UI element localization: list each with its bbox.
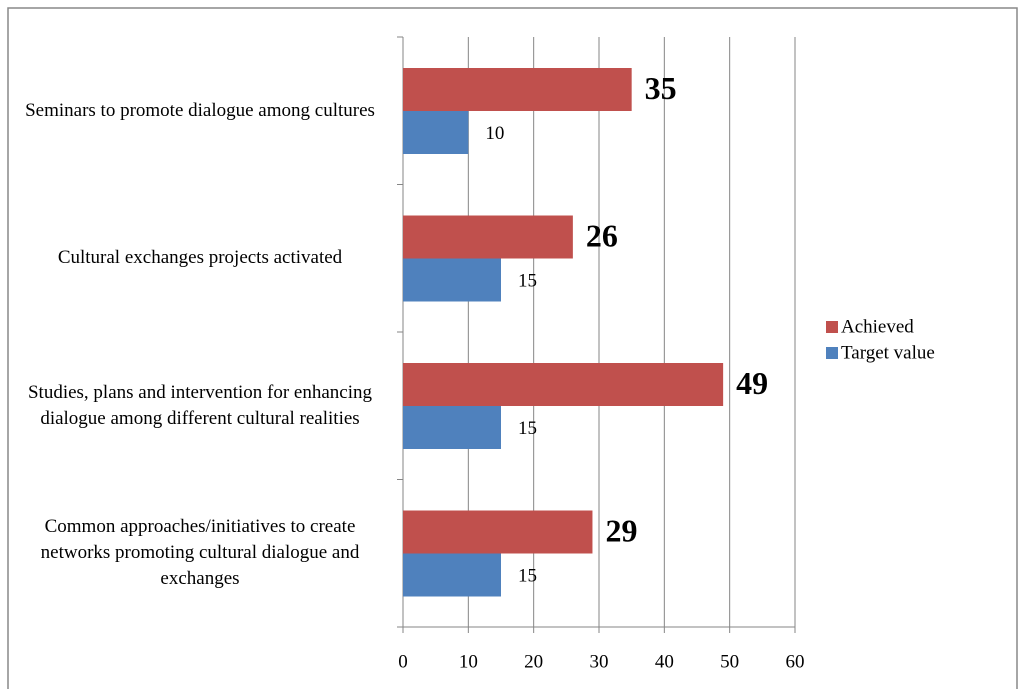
y-tick-label: Studies, plans and intervention for enha… <box>27 381 373 429</box>
data-label: 15 <box>518 565 537 586</box>
data-label: 26 <box>586 217 618 253</box>
bar <box>403 363 724 406</box>
data-label: 15 <box>518 270 537 291</box>
legend-label: Target value <box>841 342 935 363</box>
data-label: 35 <box>645 70 677 106</box>
data-label: 10 <box>485 123 504 144</box>
bar <box>403 510 593 554</box>
bar <box>403 68 632 111</box>
bar <box>403 553 501 597</box>
x-tick-label: 30 <box>590 651 609 672</box>
y-tick-label: Common approaches/initiatives to create … <box>40 516 360 590</box>
legend-swatch <box>826 347 838 359</box>
x-tick-label: 20 <box>524 651 543 672</box>
data-label: 49 <box>736 365 768 401</box>
bar <box>403 215 573 259</box>
bar <box>403 406 501 449</box>
chart-frame <box>7 7 1018 689</box>
x-tick-label: 60 <box>786 651 805 672</box>
x-tick-label: 50 <box>720 651 739 672</box>
bar <box>403 111 469 154</box>
x-tick-label: 0 <box>398 651 408 672</box>
x-tick-label: 40 <box>655 651 674 672</box>
legend-label: Achieved <box>841 316 914 337</box>
data-label: 29 <box>605 512 637 548</box>
legend-swatch <box>826 321 838 333</box>
y-tick-label: Seminars to promote dialogue among cultu… <box>25 99 375 121</box>
y-tick-label: Cultural exchanges projects activated <box>57 247 343 269</box>
x-tick-label: 10 <box>459 651 478 672</box>
data-label: 15 <box>518 418 537 439</box>
bar <box>403 258 501 302</box>
